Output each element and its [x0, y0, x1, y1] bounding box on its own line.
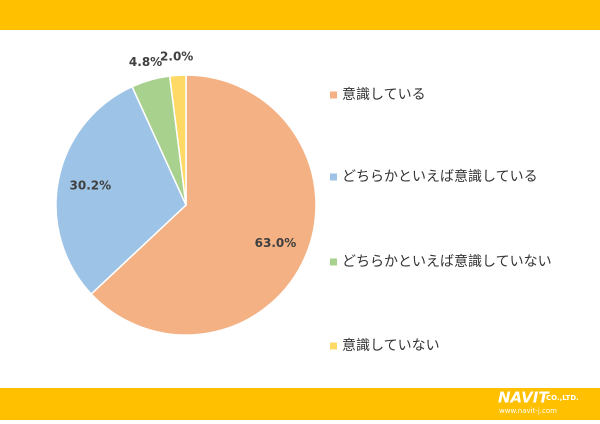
- legend-label: 意識していない: [342, 337, 440, 354]
- data-label: 2.0%: [160, 50, 193, 64]
- legend-marker: [330, 91, 337, 99]
- legend-marker: [330, 173, 337, 181]
- logo-name: NAVIT: [498, 389, 550, 407]
- legend-label: どちらかといえば意識している: [342, 168, 538, 185]
- logo-url: www.navit-j.com: [499, 407, 557, 415]
- logo-suffix: CO.,LTD.: [546, 394, 579, 402]
- legend-label: どちらかといえば意識していない: [342, 253, 552, 270]
- data-label: 63.0%: [255, 236, 297, 250]
- pie-slice: [55, 85, 187, 296]
- pie-slice: [168, 74, 187, 206]
- data-label: 30.2%: [70, 179, 112, 193]
- bottom-band: [0, 388, 600, 420]
- legend-marker: [330, 258, 337, 266]
- pie-slice: [90, 74, 317, 336]
- legend-label: 意識している: [342, 86, 426, 103]
- top-band: [0, 0, 600, 30]
- data-label: 4.8%: [129, 55, 162, 69]
- legend-marker: [330, 342, 337, 350]
